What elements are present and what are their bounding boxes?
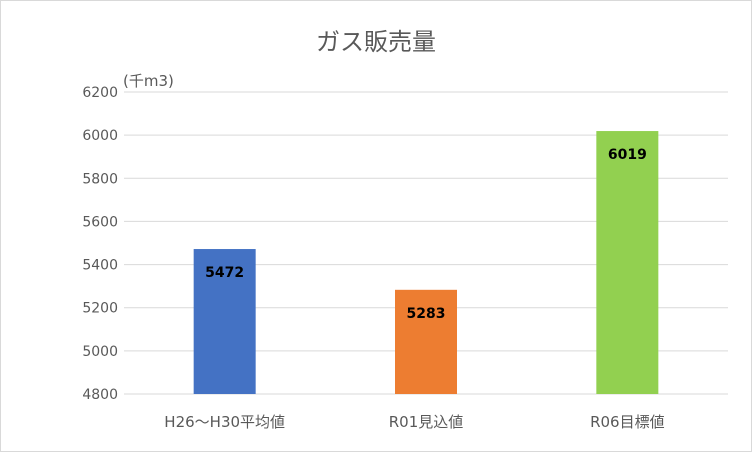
y-tick-label: 5400 — [82, 258, 118, 274]
bar — [596, 131, 659, 394]
bar — [395, 289, 457, 394]
chart-title: ガス販売量 — [316, 28, 436, 56]
y-tick-label: 4800 — [82, 387, 118, 403]
x-axis-ticks: H26～H30平均値 R01見込値 R06目標値 — [164, 413, 664, 431]
y-axis-unit-label: (千m3) — [123, 72, 174, 90]
bars — [193, 131, 659, 394]
bar — [193, 249, 256, 394]
data-labels: 5472 5283 6019 — [205, 147, 647, 322]
y-tick-label: 5200 — [82, 301, 118, 317]
y-tick-label: 6000 — [82, 128, 118, 144]
x-tick-label: R01見込値 — [389, 413, 464, 431]
x-tick-label: H26～H30平均値 — [164, 413, 285, 431]
y-tick-label: 6200 — [82, 85, 118, 101]
data-label: 5283 — [407, 306, 446, 322]
x-tick-label: R06目標値 — [590, 413, 665, 431]
y-tick-label: 5800 — [82, 171, 118, 187]
y-axis-ticks: 4800 5000 5200 5400 5600 5800 6000 6200 — [82, 85, 118, 403]
y-tick-label: 5000 — [82, 344, 118, 360]
data-label: 5472 — [205, 265, 244, 281]
y-tick-label: 5600 — [82, 214, 118, 230]
data-label: 6019 — [608, 147, 647, 163]
